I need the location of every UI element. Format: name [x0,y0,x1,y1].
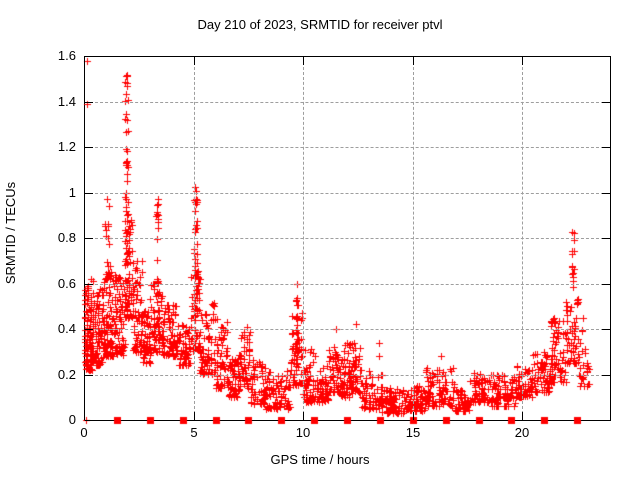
x-tick [522,412,523,420]
y-tick-label: 0.2 [57,367,76,382]
y-tick [85,375,93,376]
x-tick-top [303,57,304,65]
y-tick-label: 1.4 [57,94,76,109]
y-tick-label: 1 [68,185,76,200]
x-tick [194,412,195,420]
y-gridline [85,238,609,239]
y-tick [85,102,93,103]
x-tick [303,412,304,420]
x-tick-label: 5 [190,425,198,440]
y-tick-label: 0 [68,412,76,427]
y-axis-title: SRMTID / TECUs [3,181,18,285]
y-tick-right [602,375,610,376]
y-gridline [85,329,609,330]
y-tick-right [602,147,610,148]
x-tick [413,412,414,420]
y-tick-right [602,284,610,285]
x-tick [84,412,85,420]
y-tick-right [602,56,610,57]
x-tick-top [194,57,195,65]
y-tick-right [602,193,610,194]
x-tick-top [522,57,523,65]
y-tick-right [602,420,610,421]
y-tick-right [602,238,610,239]
y-tick-right [602,102,610,103]
y-tick [85,56,93,57]
y-gridline [85,284,609,285]
y-tick-right [602,329,610,330]
y-gridline [85,375,609,376]
x-tick-label: 20 [514,425,530,440]
y-tick-label: 0.8 [57,230,76,245]
y-tick [85,284,93,285]
y-tick [85,329,93,330]
y-tick-label: 0.6 [57,276,76,291]
y-tick [85,420,93,421]
y-tick-label: 1.2 [57,139,76,154]
y-gridline [85,147,609,148]
x-tick-top [84,57,85,65]
x-tick-top [413,57,414,65]
x-axis-title: GPS time / hours [270,452,370,467]
x-tick-label: 0 [80,425,88,440]
y-tick-label: 0.4 [57,321,76,336]
y-tick [85,193,93,194]
x-tick-label: 15 [405,425,421,440]
y-tick [85,238,93,239]
y-gridline [85,102,609,103]
y-gridline [85,193,609,194]
y-tick [85,147,93,148]
chart-title: Day 210 of 2023, SRMTID for receiver ptv… [197,17,443,32]
x-tick-label: 10 [295,425,311,440]
y-tick-label: 1.6 [57,48,76,63]
